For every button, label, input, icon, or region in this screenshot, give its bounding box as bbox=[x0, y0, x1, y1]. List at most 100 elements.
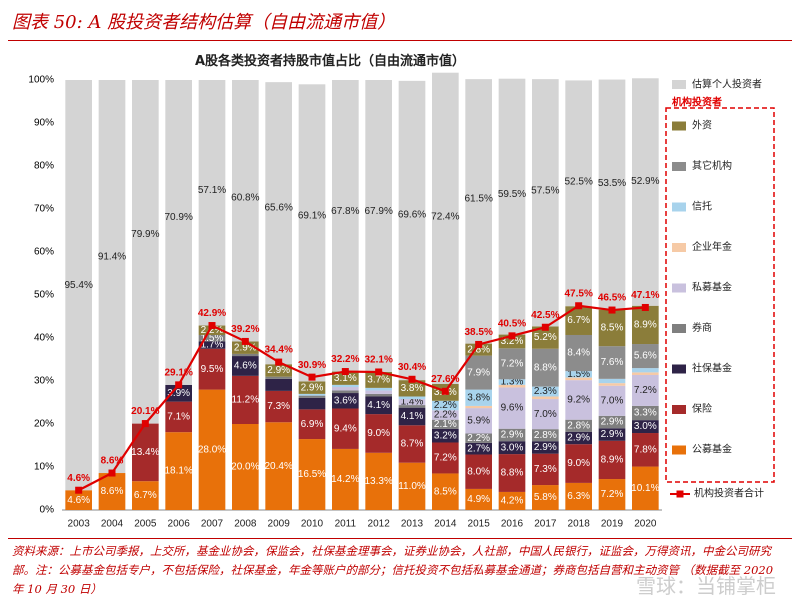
bar-segment-private bbox=[365, 390, 392, 394]
y-tick-label: 10% bbox=[34, 462, 54, 473]
bar-value-label: 2.9% bbox=[501, 430, 524, 441]
bar-segment-trust bbox=[565, 371, 592, 378]
bar-value-label: 2.9% bbox=[301, 382, 324, 393]
bar-value-label: 3.7% bbox=[367, 375, 390, 386]
bar-value-label: 9.5% bbox=[201, 364, 224, 375]
bar-segment-trust bbox=[398, 396, 426, 400]
x-tick-label: 2007 bbox=[201, 519, 224, 530]
x-tick-label: 2019 bbox=[601, 519, 624, 530]
bar-segment-social bbox=[598, 428, 626, 441]
bar-value-label: 20.4% bbox=[264, 461, 292, 472]
legend-label-other: 其它机构 bbox=[692, 159, 732, 172]
figure-title: 图表 50: A 股投资者结构估算（自由流通市值） bbox=[12, 12, 396, 33]
bar-segment-insurance bbox=[498, 454, 526, 492]
legend-marker-total bbox=[676, 490, 684, 498]
bar-segment-insurance bbox=[232, 375, 259, 424]
institution-total-point bbox=[641, 303, 649, 311]
bar-value-label: 2.9% bbox=[234, 342, 257, 353]
bar-segment-insurance bbox=[565, 444, 592, 483]
bar-segment-retail bbox=[365, 80, 392, 372]
bar-value-label: 8.4% bbox=[567, 348, 590, 359]
y-tick-label: 20% bbox=[34, 419, 54, 430]
bar-segment-fund bbox=[232, 424, 259, 510]
institution-total-label: 47.1% bbox=[631, 290, 659, 301]
bar-value-label: 2.9% bbox=[567, 433, 590, 444]
legend-swatch-fund bbox=[672, 445, 686, 455]
bar-value-label: 3.6% bbox=[334, 395, 357, 406]
bar-value-label: 9.2% bbox=[567, 395, 590, 406]
bar-segment-annuity bbox=[565, 377, 592, 381]
bar-value-label: 2.2% bbox=[434, 400, 457, 411]
bar-value-label: 2.8% bbox=[567, 420, 590, 431]
institution-total-label: 42.9% bbox=[198, 308, 226, 319]
y-tick-label: 0% bbox=[40, 505, 55, 516]
x-tick-label: 2012 bbox=[368, 519, 391, 530]
bar-segment-broker bbox=[632, 405, 659, 421]
bar-segment-insurance bbox=[265, 390, 292, 423]
bar-value-label: 2.2% bbox=[434, 410, 457, 421]
bar-segment-social bbox=[265, 378, 292, 391]
bar-value-label: 7.3% bbox=[534, 464, 557, 475]
bar-value-label: 6.3% bbox=[567, 491, 590, 502]
legend-label-private: 私募基金 bbox=[692, 281, 732, 294]
institution-total-point bbox=[408, 375, 416, 383]
bar-value-label: 16.5% bbox=[298, 469, 326, 480]
bar-value-label: 1.7% bbox=[201, 340, 224, 351]
institution-total-label: 40.5% bbox=[498, 318, 526, 329]
bar-segment-fund bbox=[432, 473, 459, 510]
bar-segment-insurance bbox=[598, 440, 626, 480]
institution-total-point bbox=[175, 381, 183, 389]
bar-segment-trust bbox=[465, 389, 492, 406]
bar-value-label: 3.8% bbox=[401, 383, 424, 394]
bar-value-label: 2.8% bbox=[534, 430, 557, 441]
bar-segment-insurance bbox=[165, 401, 192, 433]
x-tick-label: 2014 bbox=[434, 519, 457, 530]
bar-segment-insurance bbox=[432, 442, 459, 474]
x-tick-label: 2009 bbox=[268, 519, 291, 530]
bar-value-label: 4.6% bbox=[234, 361, 257, 372]
retail-value-label: 57.5% bbox=[531, 186, 559, 197]
bar-value-label: 3.0% bbox=[501, 442, 524, 453]
x-tick-label: 2011 bbox=[335, 519, 357, 530]
bar-segment-broker bbox=[498, 428, 526, 442]
x-tick-label: 2005 bbox=[134, 519, 157, 530]
bar-segment-fund bbox=[532, 485, 559, 510]
bar-segment-fund bbox=[265, 422, 292, 510]
institution-total-point bbox=[141, 420, 149, 428]
bar-value-label: 8.0% bbox=[467, 466, 490, 477]
institution-total-label: 30.9% bbox=[298, 360, 326, 371]
x-tick-label: 2003 bbox=[68, 519, 91, 530]
retail-value-label: 65.6% bbox=[264, 203, 292, 214]
institution-total-label: 34.4% bbox=[264, 345, 292, 356]
bar-segment-fund bbox=[632, 466, 659, 510]
institution-total-point bbox=[75, 486, 83, 494]
bar-value-label: 4.2% bbox=[501, 496, 524, 507]
bar-segment-insurance bbox=[532, 453, 559, 486]
bar-value-label: 20.0% bbox=[231, 462, 259, 473]
bar-value-label: 5.2% bbox=[534, 332, 557, 343]
institution-total-point bbox=[375, 368, 383, 376]
bar-value-label: 9.4% bbox=[334, 423, 357, 434]
bar-segment-private bbox=[565, 380, 592, 420]
bar-value-label: 2.9% bbox=[601, 429, 624, 440]
bar-segment-retail bbox=[432, 72, 459, 385]
bar-segment-retail bbox=[132, 80, 159, 424]
bar-segment-fund bbox=[98, 473, 126, 510]
bar-value-label: 7.3% bbox=[267, 401, 290, 412]
y-tick-label: 100% bbox=[28, 75, 54, 86]
legend-swatch-foreign bbox=[672, 121, 686, 131]
y-tick-label: 50% bbox=[34, 290, 54, 301]
institution-total-point bbox=[475, 340, 483, 348]
bar-segment-social bbox=[632, 420, 659, 434]
bar-value-label: 11.0% bbox=[398, 481, 426, 492]
bar-value-label: 28.0% bbox=[198, 444, 226, 455]
institution-total-point bbox=[241, 337, 249, 345]
bar-segment-other bbox=[532, 348, 559, 387]
bar-segment-retail bbox=[632, 78, 659, 306]
bar-value-label: 8.5% bbox=[434, 486, 457, 497]
bar-value-label: 9.0% bbox=[367, 428, 390, 439]
bar-segment-social bbox=[532, 441, 559, 454]
bar-value-label: 6.7% bbox=[134, 490, 157, 501]
watermark: 雪球：当铺掌柜 bbox=[636, 574, 776, 598]
